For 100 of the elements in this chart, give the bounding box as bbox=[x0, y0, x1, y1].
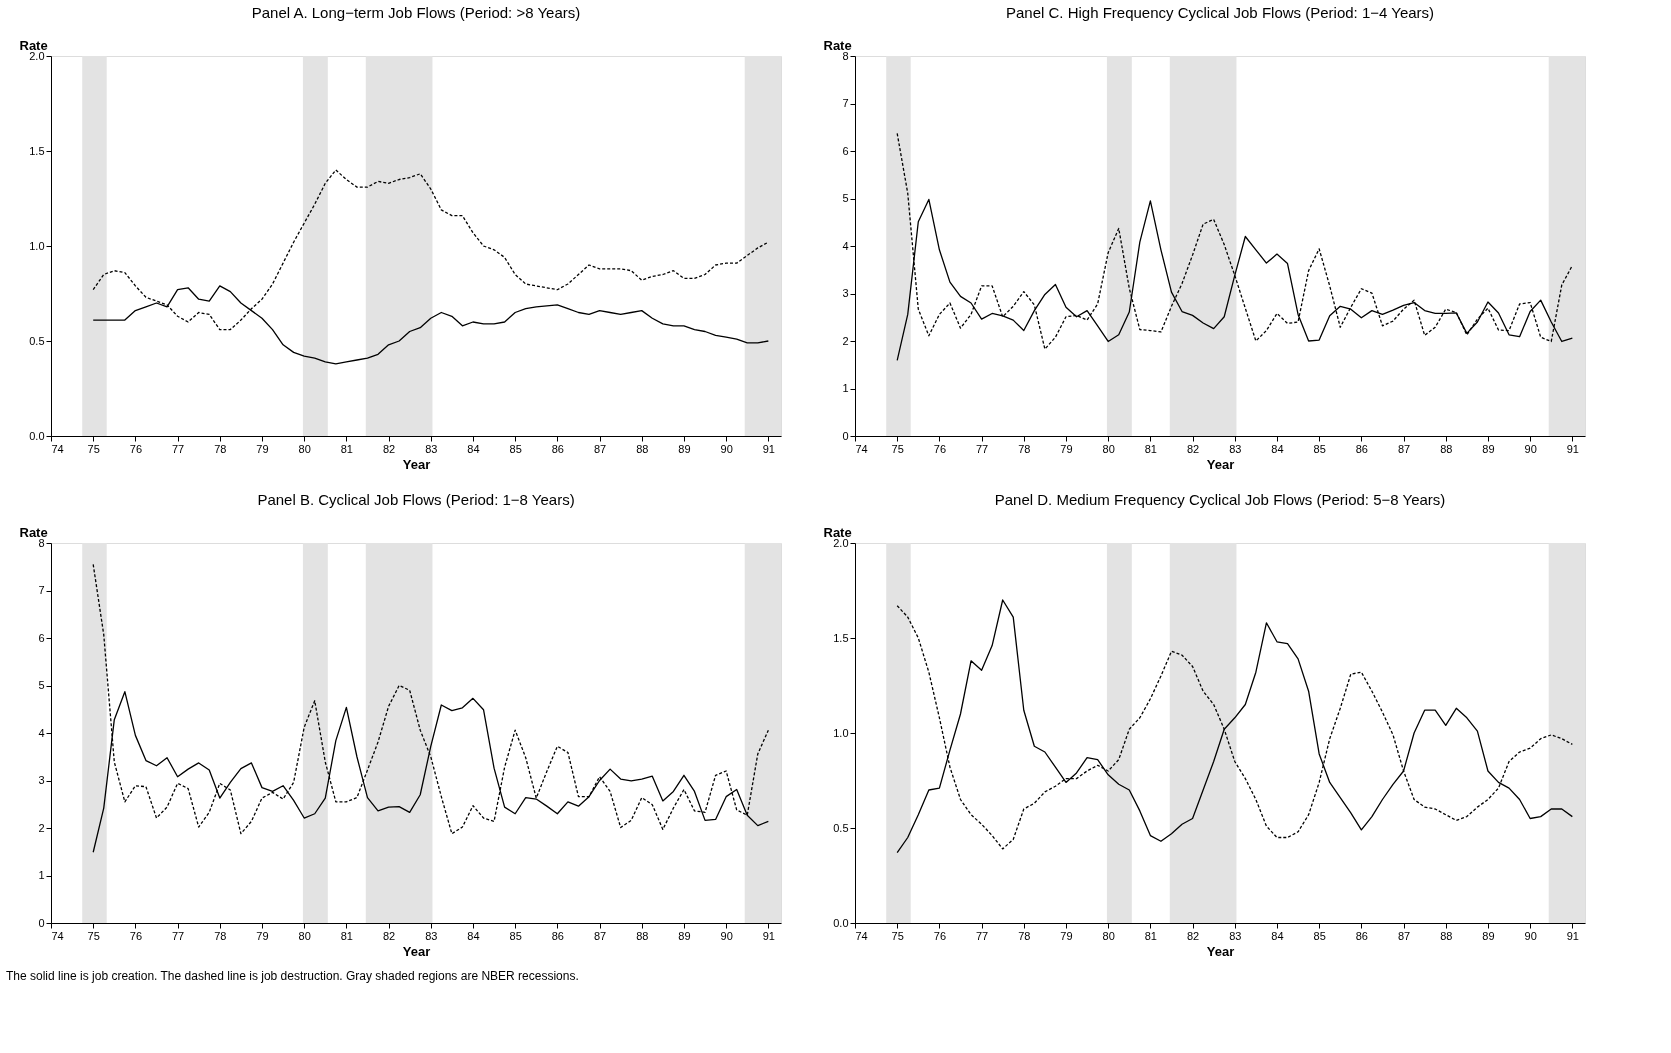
x-tick-label: 88 bbox=[1440, 929, 1453, 942]
x-tick-label: 89 bbox=[1482, 929, 1495, 942]
x-axis-title: Year bbox=[1206, 456, 1235, 472]
x-tick-label: 80 bbox=[298, 442, 311, 455]
x-axis-title: Year bbox=[402, 456, 431, 472]
x-tick-label: 84 bbox=[467, 442, 480, 455]
x-tick-label: 90 bbox=[1524, 929, 1537, 942]
x-tick-label: 79 bbox=[1060, 929, 1073, 942]
y-tick-label: 5 bbox=[38, 679, 45, 691]
x-tick-label: 76 bbox=[129, 442, 143, 455]
x-tick-label: 76 bbox=[933, 929, 947, 942]
chart-title: Panel D. Medium Frequency Cyclical Job Flows (Period: 5−8 Years) bbox=[994, 491, 1446, 508]
x-tick-label: 75 bbox=[87, 929, 100, 942]
y-tick-label: 1.0 bbox=[29, 239, 45, 252]
y-tick-label: 2 bbox=[38, 821, 45, 834]
x-tick-label: 86 bbox=[551, 442, 564, 455]
x-tick-label: 74 bbox=[51, 929, 64, 942]
x-tick-label: 91 bbox=[1566, 442, 1579, 455]
x-tick-label: 78 bbox=[214, 442, 227, 455]
x-tick-label: 81 bbox=[1144, 929, 1157, 942]
y-tick-label: 0.0 bbox=[29, 429, 45, 442]
y-tick-label: 6 bbox=[38, 631, 45, 644]
x-tick-label: 83 bbox=[425, 442, 438, 455]
y-tick-label: 5 bbox=[842, 192, 849, 204]
x-tick-label: 82 bbox=[1186, 929, 1200, 942]
x-tick-label: 75 bbox=[891, 929, 904, 942]
y-tick-label: 6 bbox=[842, 144, 849, 157]
y-tick-label: 4 bbox=[38, 726, 45, 739]
y-tick-label: 1.5 bbox=[29, 144, 45, 157]
x-tick-label: 78 bbox=[1018, 442, 1031, 455]
x-axis-title: Year bbox=[402, 943, 431, 959]
y-tick-label: 2 bbox=[842, 334, 849, 347]
x-tick-label: 89 bbox=[678, 442, 691, 455]
y-tick-label: 0.5 bbox=[833, 821, 849, 834]
x-tick-label: 85 bbox=[1313, 442, 1326, 455]
x-tick-label: 87 bbox=[593, 929, 607, 942]
x-tick-label: 89 bbox=[678, 929, 691, 942]
y-tick-label: 1.0 bbox=[833, 726, 849, 739]
y-tick-label: 0 bbox=[842, 429, 849, 442]
chart-title: Panel B. Cyclical Job Flows (Period: 1−8 Years) bbox=[257, 491, 575, 508]
x-tick-label: 86 bbox=[1355, 929, 1368, 942]
y-tick-label: 3 bbox=[38, 774, 45, 786]
x-tick-label: 88 bbox=[1440, 442, 1453, 455]
x-tick-label: 74 bbox=[51, 442, 64, 455]
x-tick-label: 90 bbox=[720, 929, 733, 942]
x-tick-label: 80 bbox=[298, 929, 311, 942]
x-tick-label: 81 bbox=[340, 442, 353, 455]
x-tick-label: 81 bbox=[1144, 442, 1157, 455]
x-tick-label: 77 bbox=[171, 442, 185, 455]
y-tick-label: 0 bbox=[38, 916, 45, 929]
x-tick-label: 82 bbox=[1186, 442, 1200, 455]
x-tick-label: 77 bbox=[975, 929, 989, 942]
y-tick-label: 1.5 bbox=[833, 631, 849, 644]
x-tick-label: 81 bbox=[340, 929, 353, 942]
x-tick-label: 74 bbox=[855, 442, 868, 455]
x-tick-label: 88 bbox=[636, 442, 649, 455]
x-tick-label: 75 bbox=[87, 442, 100, 455]
x-tick-label: 79 bbox=[256, 929, 269, 942]
x-tick-label: 75 bbox=[891, 442, 904, 455]
x-tick-label: 78 bbox=[1018, 929, 1031, 942]
x-tick-label: 84 bbox=[467, 929, 480, 942]
x-tick-label: 83 bbox=[1229, 929, 1242, 942]
x-tick-label: 83 bbox=[1229, 442, 1242, 455]
x-axis-title: Year bbox=[1206, 943, 1235, 959]
x-tick-label: 88 bbox=[636, 929, 649, 942]
x-tick-label: 86 bbox=[551, 929, 564, 942]
y-tick-label: 7 bbox=[38, 584, 45, 596]
x-tick-label: 76 bbox=[129, 929, 143, 942]
y-tick-label: 0.0 bbox=[833, 916, 849, 929]
x-tick-label: 83 bbox=[425, 929, 438, 942]
x-tick-label: 87 bbox=[1397, 929, 1411, 942]
x-tick-label: 85 bbox=[1313, 929, 1326, 942]
x-tick-label: 89 bbox=[1482, 442, 1495, 455]
x-tick-label: 90 bbox=[720, 442, 733, 455]
x-tick-label: 86 bbox=[1355, 442, 1368, 455]
x-tick-label: 80 bbox=[1102, 929, 1115, 942]
x-tick-label: 82 bbox=[382, 929, 396, 942]
x-tick-label: 77 bbox=[975, 442, 989, 455]
y-tick-label: 4 bbox=[842, 239, 849, 252]
y-tick-label: 3 bbox=[842, 287, 849, 299]
y-tick-label: 1 bbox=[38, 869, 45, 881]
y-tick-label: 0.5 bbox=[29, 334, 45, 347]
chart-title: Panel A. Long−term Job Flows (Period: >8 Years) bbox=[251, 4, 581, 21]
x-tick-label: 78 bbox=[214, 929, 227, 942]
x-tick-label: 80 bbox=[1102, 442, 1115, 455]
y-tick-label: 7 bbox=[842, 97, 849, 109]
x-tick-label: 91 bbox=[762, 442, 775, 455]
x-tick-label: 74 bbox=[855, 929, 868, 942]
x-tick-label: 76 bbox=[933, 442, 947, 455]
x-tick-label: 87 bbox=[593, 442, 607, 455]
text: The solid line is job creation. The dashed line is job destruction. Gray shaded regions are NBER recessions. bbox=[6, 969, 579, 983]
x-tick-label: 85 bbox=[509, 929, 522, 942]
x-tick-label: 82 bbox=[382, 442, 396, 455]
chart-title: Panel C. High Frequency Cyclical Job Flows (Period: 1−4 Years) bbox=[1005, 4, 1435, 21]
y-tick-label: 1 bbox=[842, 382, 849, 394]
x-tick-label: 91 bbox=[762, 929, 775, 942]
x-tick-label: 90 bbox=[1524, 442, 1537, 455]
x-tick-label: 87 bbox=[1397, 442, 1411, 455]
x-tick-label: 79 bbox=[1060, 442, 1073, 455]
x-tick-label: 85 bbox=[509, 442, 522, 455]
